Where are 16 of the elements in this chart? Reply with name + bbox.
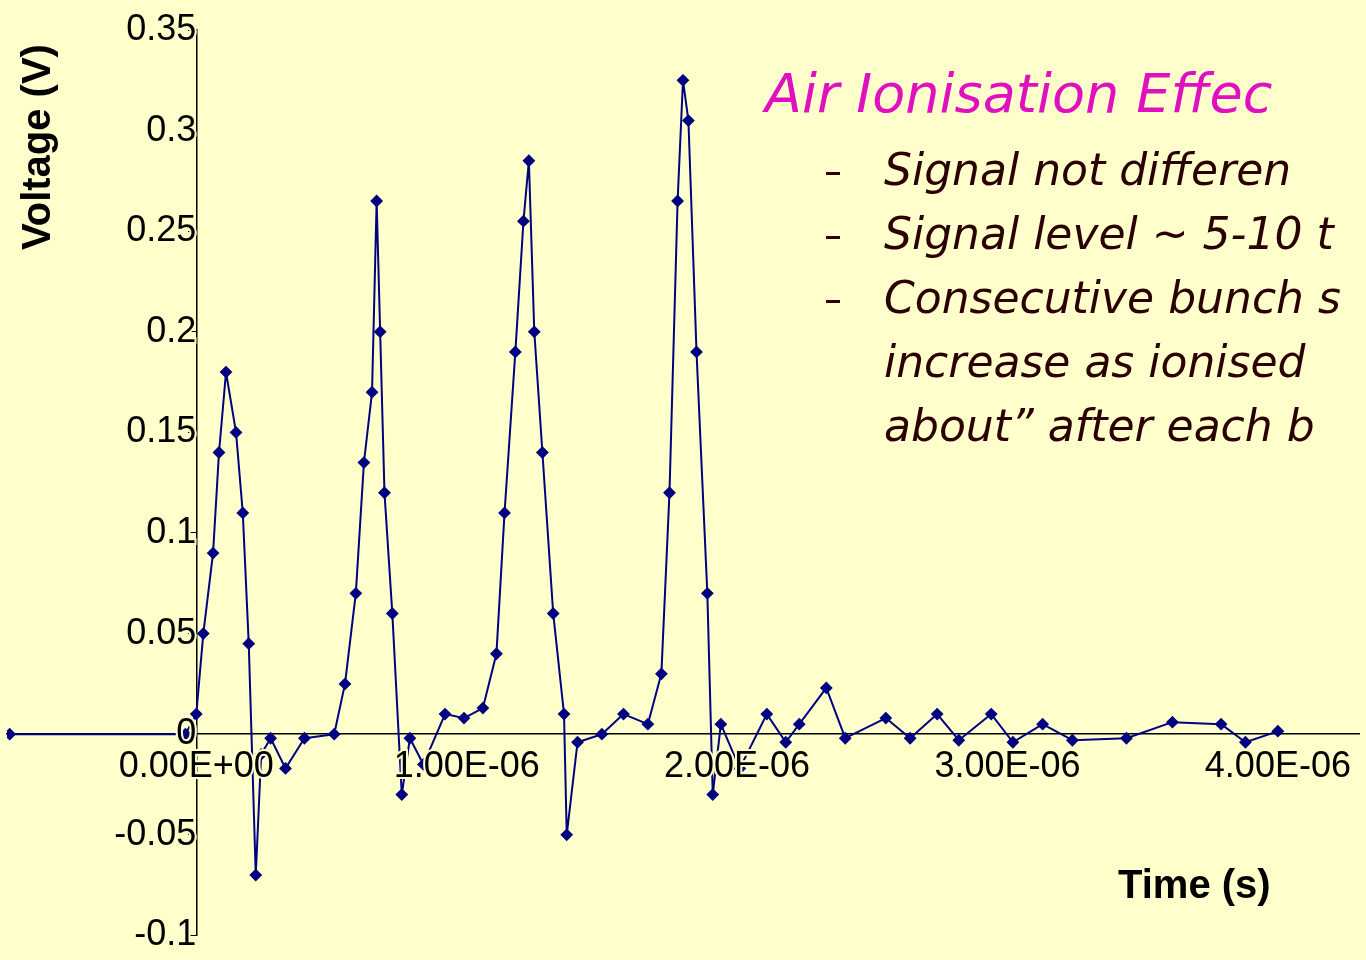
y-axis-title: Voltage (V) [14,44,59,250]
annotation: Signal not differen [884,143,1292,197]
x-tick-label: 4.00E-06 [1204,743,1351,785]
annotation: Consecutive bunch s increase as ionised about” after each b [884,271,1341,453]
y-tick-label: 0.1 [146,509,197,551]
y-tick-label: 0.35 [126,6,197,48]
y-tick-label: 0.2 [146,308,197,350]
y-tick-label: 0.25 [126,208,197,250]
x-axis-title: Time (s) [1118,862,1271,907]
y-tick-label: -0.05 [114,811,197,853]
y-tick-label: 0.15 [126,409,197,451]
y-tick-label: 0.05 [126,610,197,652]
x-tick-label: 3.00E-06 [934,743,1081,785]
y-tick-label: 0.3 [146,107,197,149]
annotation: Signal level ~ 5-10 t [884,207,1334,261]
y-tick-label: -0.1 [134,912,197,954]
